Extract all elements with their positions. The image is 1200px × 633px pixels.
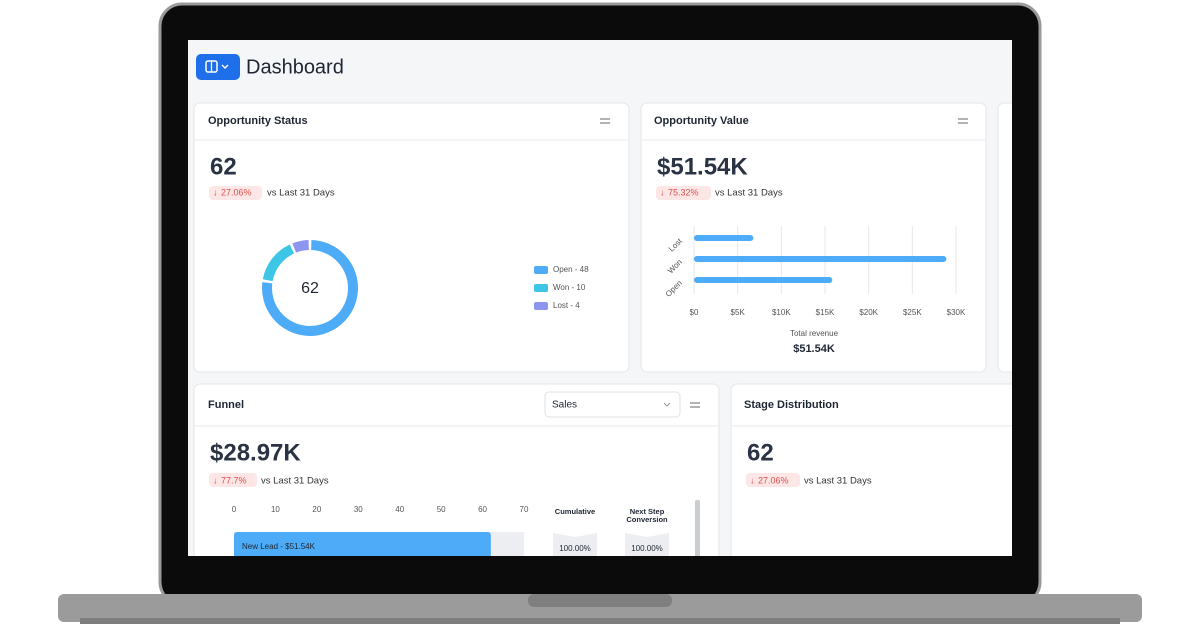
x-tick-label: 20 (312, 505, 321, 514)
column-header-box: Next Step Conversion (626, 508, 668, 524)
card-title: Funnel (208, 399, 244, 411)
base-shadow (80, 618, 1120, 624)
legend-swatch (534, 266, 548, 274)
x-tick-label: $30K (947, 308, 966, 317)
bar (694, 235, 754, 241)
x-tick-label: $0 (690, 308, 699, 317)
donut-segment (262, 240, 358, 336)
x-tick-label: $15K (816, 308, 835, 317)
down-arrow: ↓ (660, 187, 665, 197)
change: 27.06% (221, 187, 252, 197)
metric: $51.54K (657, 153, 748, 180)
down-arrow: ↓ (213, 475, 218, 485)
down-arrow: ↓ (213, 187, 218, 197)
x-tick-label: 50 (437, 505, 446, 514)
legend-swatch (534, 302, 548, 310)
donut-segment (262, 244, 295, 282)
change: 77.7% (221, 475, 247, 485)
scrollbar[interactable] (695, 500, 700, 560)
down-arrow: ↓ (750, 475, 755, 485)
dropdown[interactable] (544, 391, 681, 418)
x-tick-label: $10K (772, 308, 791, 317)
change: 27.06% (758, 475, 789, 485)
chevron (221, 64, 229, 69)
card (640, 102, 987, 373)
screen: Dashboard Opportunity Status 62 ↓ 27.06%… (188, 40, 1012, 560)
column-header: Cumulative (554, 508, 596, 516)
column-cell (625, 533, 669, 556)
laptop-base (58, 594, 1142, 622)
metric: 62 (747, 439, 774, 466)
legend-label: Lost - 4 (553, 301, 580, 310)
column-header: Next Step Conversion (626, 508, 668, 524)
card (193, 102, 630, 373)
x-tick-label: $20K (859, 308, 878, 317)
legend-label: Won - 10 (553, 283, 586, 292)
donut-center: 62 (301, 280, 319, 297)
x-tick-label: $25K (903, 308, 922, 317)
notch (528, 594, 672, 607)
donut-segment (292, 240, 310, 253)
bar (694, 256, 947, 262)
total: $51.54K (793, 343, 835, 355)
comparison: vs Last 31 Days (267, 188, 335, 199)
card-title: Stage Distribution (744, 399, 839, 411)
change: 75.32% (668, 187, 699, 197)
card (193, 383, 720, 556)
change-pill (209, 186, 262, 200)
card-title: Opportunity Value (654, 115, 749, 127)
comparison: vs Last 31 Days (804, 476, 872, 487)
page-title: Dashboard (246, 56, 344, 78)
bar-label: New Lead - $51.54K (242, 542, 316, 551)
legend-swatch (534, 284, 548, 292)
x-tick-label: 0 (232, 505, 237, 514)
dropdown-value: Sales (552, 400, 577, 411)
x-tick-label: 40 (395, 505, 404, 514)
filter-icon[interactable] (690, 402, 700, 408)
comparison: vs Last 31 Days (261, 476, 329, 487)
chevron (663, 402, 671, 407)
column-cell (553, 533, 597, 556)
x-tick-label: 10 (271, 505, 280, 514)
comparison: vs Last 31 Days (715, 188, 783, 199)
filter-icon[interactable] (600, 118, 610, 124)
bar (234, 532, 491, 556)
menu-button[interactable] (196, 54, 240, 80)
change-pill (656, 186, 711, 200)
card-partial (997, 102, 1012, 373)
card-title: Opportunity Status (208, 115, 308, 127)
filter-icon[interactable] (958, 118, 968, 124)
change-pill (746, 473, 800, 487)
x-tick-label: $5K (731, 308, 746, 317)
bar (694, 277, 833, 283)
column-value: 100.00% (631, 544, 663, 553)
x-axis-label: Total revenue (790, 329, 839, 338)
column-header-box: Cumulative (554, 508, 596, 516)
metric: $28.97K (210, 439, 301, 466)
x-tick-label: 70 (520, 505, 529, 514)
x-tick-label: 60 (478, 505, 487, 514)
card (730, 383, 1012, 556)
x-tick-label: 30 (354, 505, 363, 514)
column-value: 100.00% (559, 544, 591, 553)
change-pill (209, 473, 257, 487)
legend-label: Open - 48 (553, 265, 589, 274)
metric: 62 (210, 153, 237, 180)
